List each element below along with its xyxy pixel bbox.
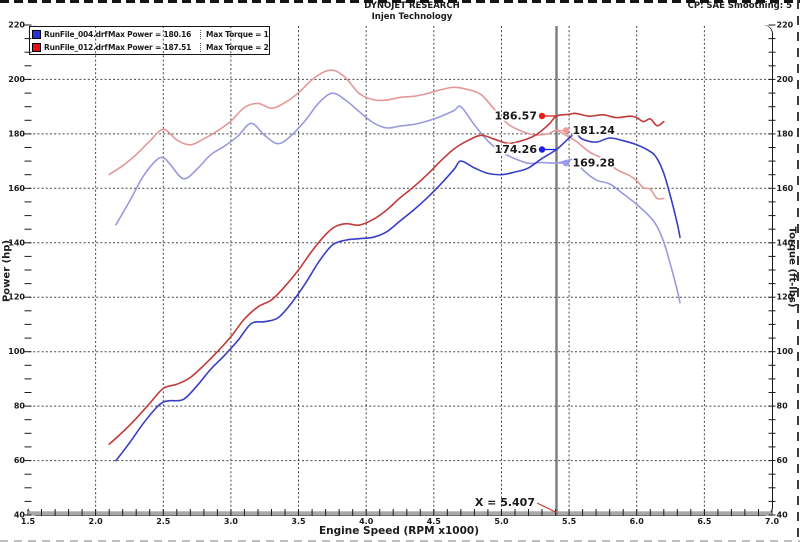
x-axis-band	[29, 511, 771, 516]
x-tick-label: 5.5	[562, 517, 577, 526]
y-tick-label-left: 180	[8, 129, 25, 138]
y-tick-label-right: 220	[777, 21, 794, 30]
x-tick-label: 6.0	[630, 517, 645, 526]
x-tick-label: 4.5	[427, 517, 442, 526]
y-tick-label-left: 120	[8, 293, 25, 302]
run-004-file: RunFile_004.drf	[44, 29, 108, 39]
run-012-max-torque: Max Torque = 203.19	[200, 42, 269, 52]
x-tick-label: 3.5	[291, 517, 306, 526]
curve-RunFile_012-power	[108, 112, 665, 445]
legend-box: RunFile_004.drf Max Power = 180.16 Max T…	[29, 26, 270, 55]
legend-run-004[interactable]: RunFile_004.drf Max Power = 180.16 Max T…	[30, 28, 269, 40]
y-tick-label-left: 80	[14, 402, 26, 411]
y-tick-label-right: 200	[777, 75, 794, 84]
y-tick-label-left: 40	[14, 511, 26, 520]
y-tick-label-right: 60	[777, 456, 789, 465]
y-tick-label-right: 180	[777, 129, 794, 138]
run-012-file: RunFile_012.drf	[44, 42, 108, 52]
cursor-marker-dot	[538, 146, 546, 153]
torque-axis-title: Torque (ft-lbs)	[786, 226, 798, 308]
run-012-swatch	[32, 42, 41, 52]
y-tick-label-right: 160	[777, 184, 794, 193]
cursor-marker-dot	[562, 127, 570, 134]
x-tick-label: 5.0	[494, 517, 509, 526]
cursor-marker-label: 186.57	[495, 110, 537, 123]
y-tick-label-right: 80	[777, 402, 789, 411]
x-tick-label: 4.0	[359, 517, 374, 526]
cursor-marker-label: 181.24	[573, 124, 616, 137]
power-axis-title: Power (hp)	[1, 239, 13, 303]
cursor-pointer-line	[536, 502, 557, 514]
x-tick-label: 7.0	[765, 517, 780, 526]
page-subtitle: Injen Technology	[371, 11, 453, 22]
cursor-marker-label: 174.26	[495, 143, 538, 156]
y-tick-label-left: 160	[8, 184, 25, 193]
x-tick-label: 2.0	[89, 517, 104, 526]
x-tick-label: 1.5	[21, 517, 36, 526]
x-tick-label: 6.5	[697, 517, 712, 526]
curve-RunFile_004-torque	[115, 92, 681, 304]
x-axis-title: Engine Speed (RPM x1000)	[319, 525, 479, 537]
cursor-marker-dot	[538, 112, 546, 120]
page-title: DYNOJET RESEARCH	[364, 1, 460, 11]
y-tick-label-right: 100	[777, 347, 794, 356]
curve-RunFile_004-power	[115, 132, 681, 462]
y-tick-label-left: 100	[8, 347, 25, 356]
run-012-max-power: Max Power = 187.51	[108, 42, 192, 52]
y-tick-label-right: 120	[777, 293, 794, 302]
y-tick-label-left: 60	[14, 456, 26, 465]
x-tick-label: 3.0	[224, 517, 239, 526]
run-004-swatch	[32, 29, 41, 39]
run-004-max-torque: Max Torque = 194.96	[200, 29, 269, 39]
y-tick-label-right: 140	[777, 238, 794, 247]
curve-RunFile_012-torque	[108, 69, 665, 200]
run-004-max-power: Max Power = 180.16	[108, 29, 192, 39]
y-tick-label-left: 200	[8, 75, 25, 84]
x-tick-label: 2.5	[156, 517, 171, 526]
legend-run-012[interactable]: RunFile_012.drf Max Power = 187.51 Max T…	[30, 41, 269, 53]
y-tick-label-right: 40	[777, 511, 789, 520]
y-tick-label-left: 220	[8, 21, 25, 30]
smoothing-info: CP: SAE Smoothing: 5	[687, 1, 792, 11]
cursor-x-label: X = 5.407	[475, 496, 535, 509]
cursor-marker-label: 169.28	[573, 157, 615, 170]
y-tick-label-left: 140	[8, 238, 25, 247]
plot-area[interactable]	[28, 25, 772, 515]
cursor-marker-dot	[562, 159, 570, 167]
